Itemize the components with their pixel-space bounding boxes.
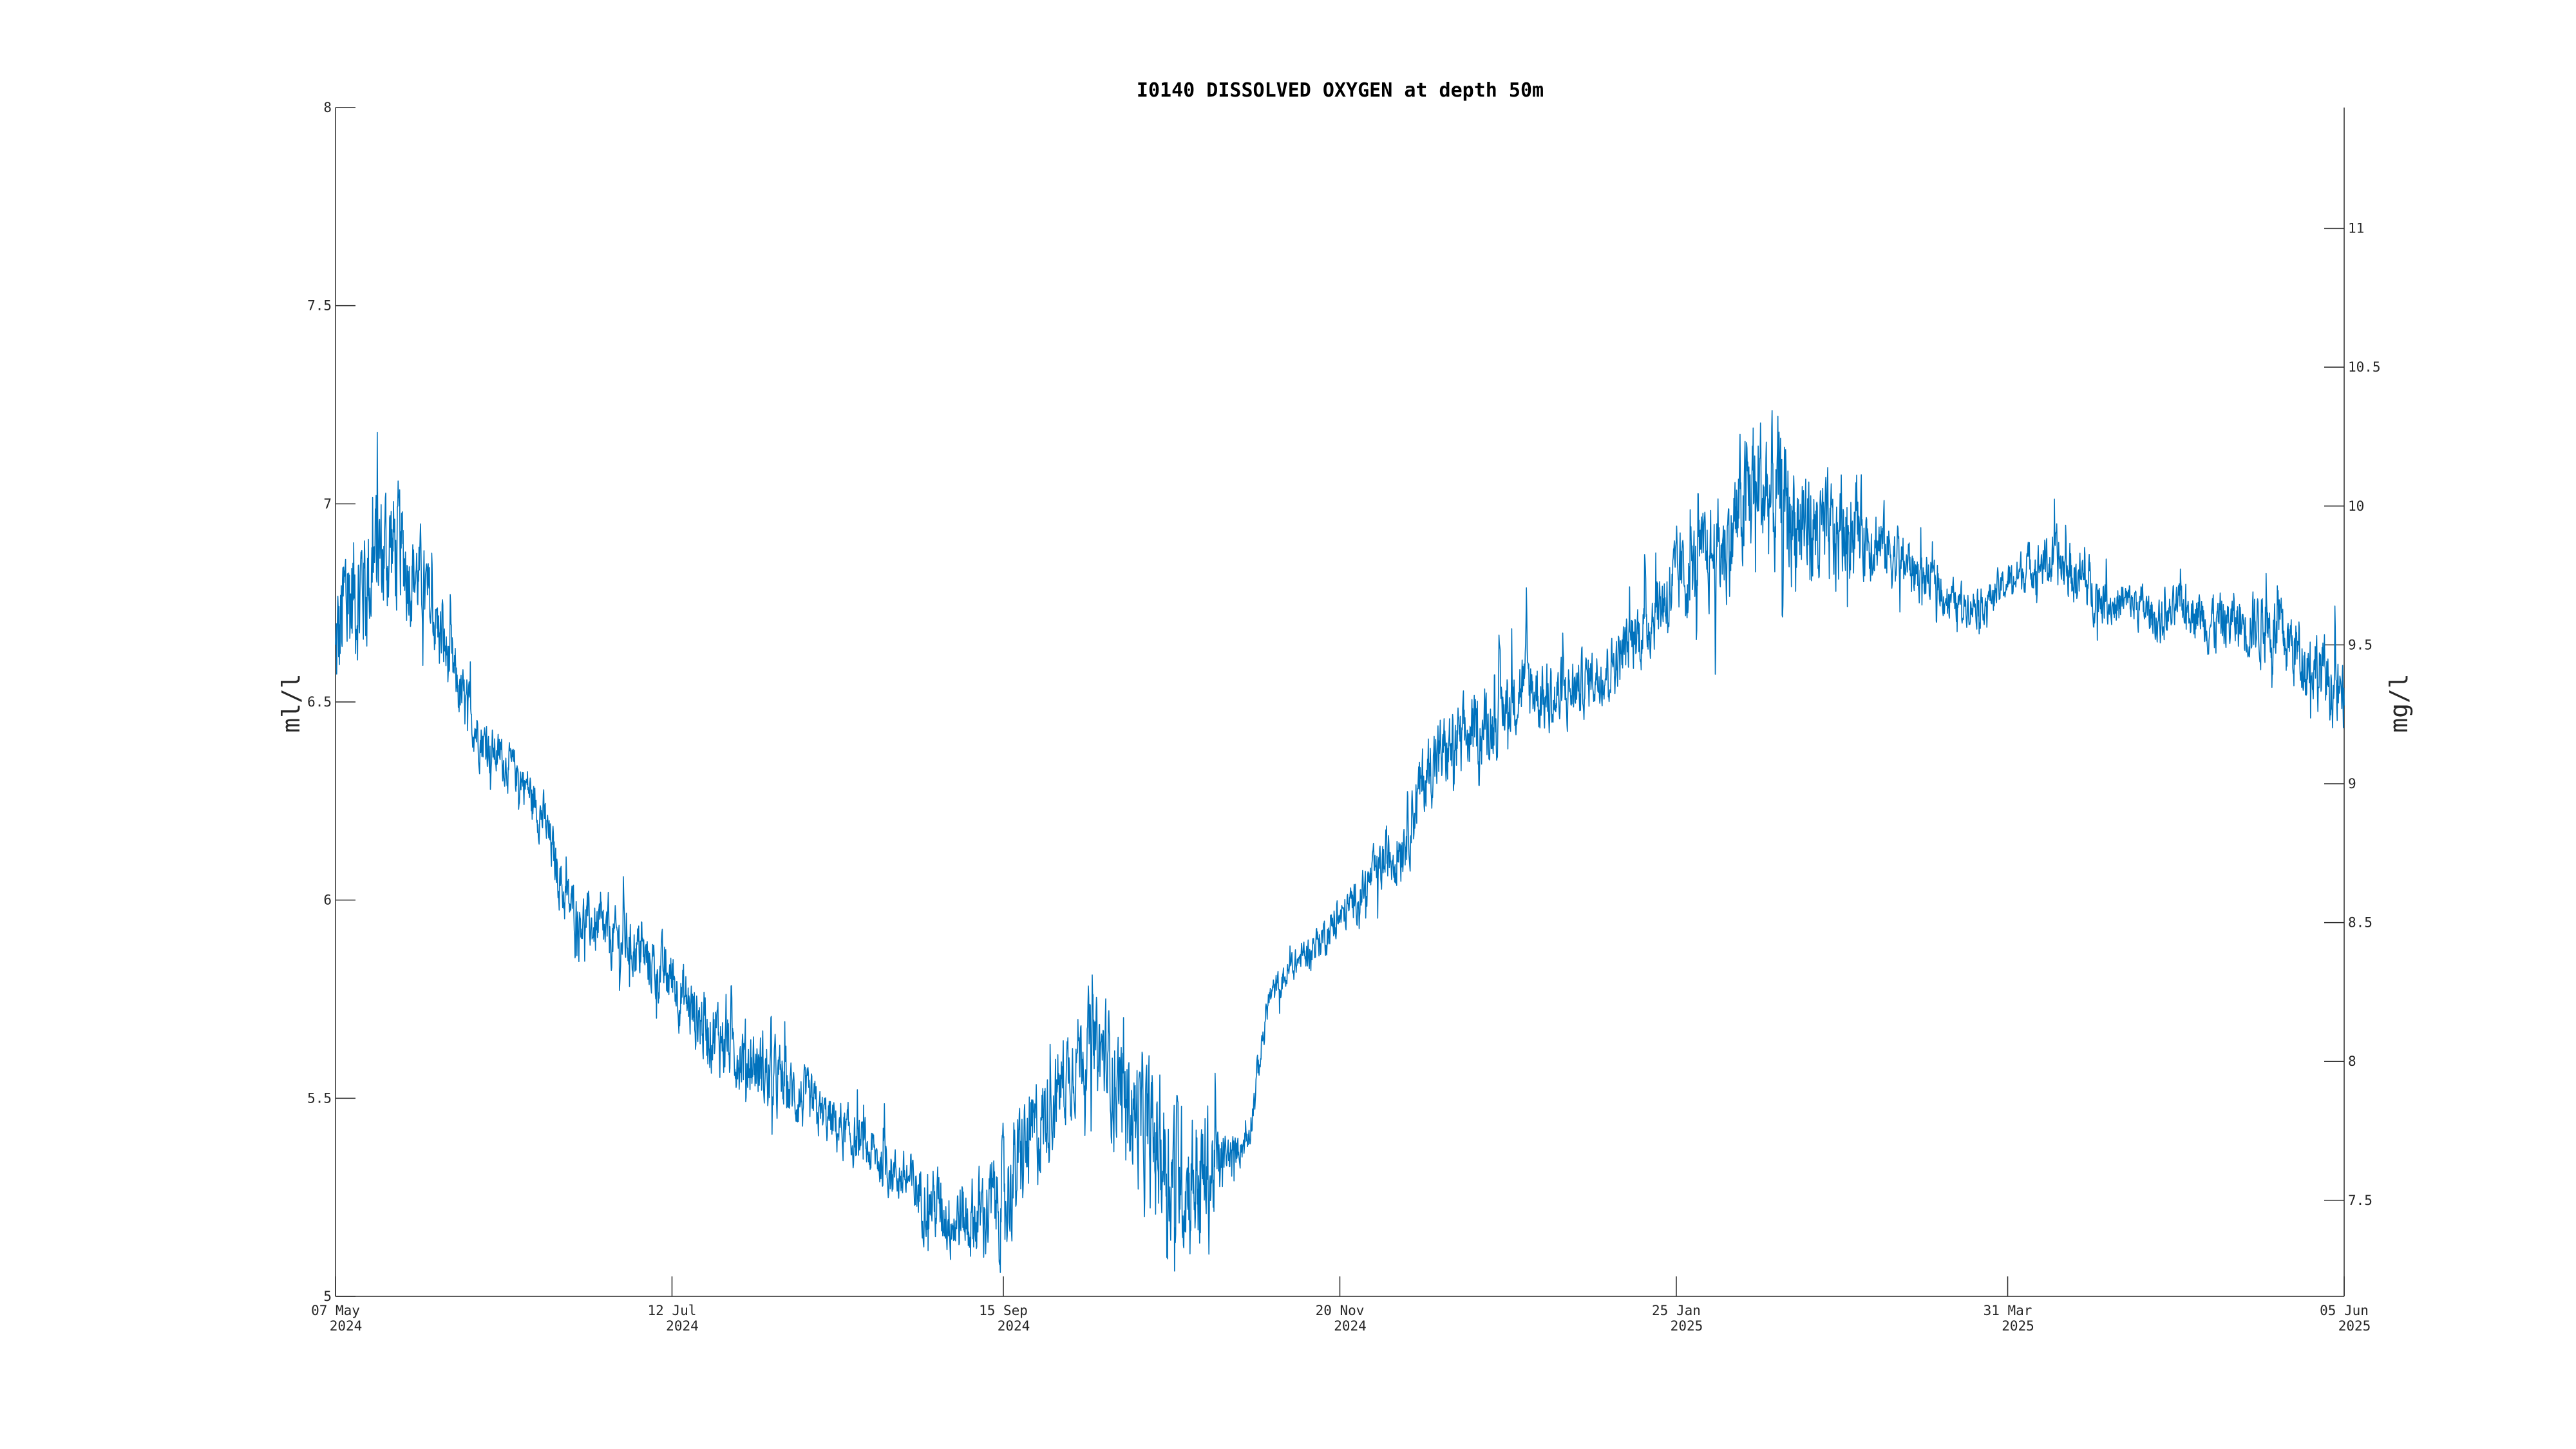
x-tick-label: 25 Jan bbox=[1652, 1303, 1701, 1318]
y-axis-label-left: ml/l bbox=[277, 674, 305, 733]
y-axis-label-right: mg/l bbox=[2385, 674, 2413, 733]
y-tick-label-left: 8 bbox=[323, 100, 332, 115]
axes bbox=[335, 108, 2345, 1297]
x-tick-label: 07 May bbox=[311, 1303, 360, 1318]
x-tick-label: 31 Mar bbox=[1984, 1303, 2032, 1318]
x-tick-label-year: 2025 bbox=[1671, 1318, 1703, 1334]
y-tick-label-right: 8.5 bbox=[2348, 915, 2372, 931]
y-tick-label-right: 10 bbox=[2348, 498, 2364, 514]
y-tick-label-right: 11 bbox=[2348, 221, 2364, 236]
chart-title: I0140 DISSOLVED OXYGEN at depth 50m bbox=[1137, 79, 1544, 102]
y-tick-label-left: 5.5 bbox=[307, 1090, 332, 1106]
y-tick-label-left: 7.5 bbox=[307, 298, 332, 314]
y-tick-label-right: 9.5 bbox=[2348, 637, 2372, 652]
x-tick-label-year: 2024 bbox=[1334, 1318, 1367, 1334]
x-tick-label-year: 2025 bbox=[2338, 1318, 2371, 1334]
series-line bbox=[335, 410, 2345, 1273]
y-tick-label-left: 6 bbox=[323, 893, 332, 908]
x-tick-label: 05 Jun bbox=[2320, 1303, 2369, 1318]
x-tick-label-year: 2024 bbox=[998, 1318, 1030, 1334]
plot-area bbox=[335, 410, 2345, 1273]
x-tick-label: 15 Sep bbox=[979, 1303, 1028, 1318]
y-tick-label-right: 8 bbox=[2348, 1054, 2356, 1069]
y-ticks-left: 5 5.5 6 6.5 7 7.5 8 bbox=[307, 100, 355, 1304]
y-tick-label-left: 5 bbox=[323, 1289, 332, 1304]
x-tick-label: 20 Nov bbox=[1316, 1303, 1365, 1318]
y-tick-label-right: 10.5 bbox=[2348, 359, 2381, 375]
x-tick-label-year: 2024 bbox=[666, 1318, 699, 1334]
y-tick-label-left: 7 bbox=[323, 496, 332, 511]
x-tick-label: 12 Jul bbox=[648, 1303, 697, 1318]
x-tick-label-year: 2025 bbox=[2002, 1318, 2034, 1334]
y-tick-label-right: 7.5 bbox=[2348, 1193, 2372, 1208]
y-tick-label-left: 6.5 bbox=[307, 694, 332, 710]
y-tick-label-right: 9 bbox=[2348, 776, 2356, 791]
y-ticks-right: 7.5 8 8.5 9 9.5 10 10.5 11 bbox=[2324, 221, 2381, 1208]
x-tick-label-year: 2024 bbox=[330, 1318, 363, 1334]
